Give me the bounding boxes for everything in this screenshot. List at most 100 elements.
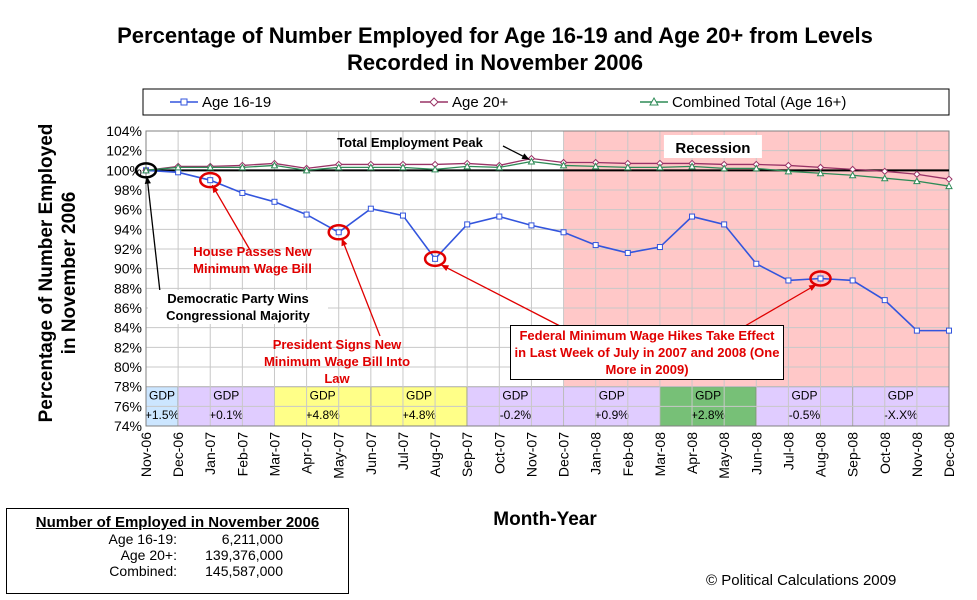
plot-border bbox=[145, 130, 950, 427]
employment-infobox: Number of Employed in November 2006 Age … bbox=[6, 508, 349, 594]
highlight-aug07 bbox=[423, 250, 447, 268]
data-point bbox=[239, 189, 246, 196]
data-point bbox=[399, 163, 407, 171]
x-tick-label: May-07 bbox=[331, 432, 347, 479]
gdp-band-label: GDP bbox=[599, 388, 625, 402]
data-point bbox=[303, 211, 310, 218]
data-point bbox=[174, 163, 182, 171]
data-point bbox=[656, 163, 664, 171]
infobox-row: Age 16-19: 6,211,000 bbox=[7, 531, 348, 547]
x-tick-label: Apr-08 bbox=[684, 432, 700, 474]
infobox-row: Age 20+: 139,376,000 bbox=[7, 547, 348, 563]
data-point bbox=[175, 169, 182, 176]
y-tick-label: 84% bbox=[114, 320, 142, 336]
x-tick-label: Sep-07 bbox=[459, 432, 475, 477]
x-tick-label: Oct-07 bbox=[491, 432, 507, 474]
y-tick-label: 96% bbox=[114, 202, 142, 218]
y-tick-label: 100% bbox=[106, 162, 142, 178]
highlight-nov06 bbox=[134, 162, 158, 179]
data-point bbox=[431, 165, 439, 173]
data-point bbox=[559, 161, 568, 169]
gdp-band-label: GDP bbox=[406, 388, 432, 402]
x-tick-label: Jun-07 bbox=[363, 432, 379, 475]
x-tick-label: Aug-08 bbox=[813, 432, 829, 477]
data-point bbox=[335, 229, 342, 236]
x-tick-label: Sep-08 bbox=[845, 432, 861, 477]
data-point bbox=[752, 164, 761, 172]
y-tick-label: 94% bbox=[114, 221, 142, 237]
data-point bbox=[817, 275, 824, 282]
y-tick-label: 80% bbox=[114, 359, 142, 375]
gdp-band-label: GDP bbox=[310, 388, 336, 402]
infobox-row: Combined: 145,587,000 bbox=[7, 563, 348, 579]
arrow-democratic-head bbox=[144, 176, 151, 185]
data-point bbox=[591, 162, 600, 170]
x-tick-label: Apr-07 bbox=[299, 432, 315, 474]
data-point bbox=[785, 277, 792, 284]
x-tick-label: Jan-07 bbox=[202, 432, 218, 475]
gdp-band-value: -X.X% bbox=[884, 408, 918, 422]
highlight-may07 bbox=[327, 224, 350, 241]
legend-entry: Age 16-19 bbox=[202, 94, 271, 111]
data-point bbox=[816, 169, 825, 177]
data-point bbox=[880, 174, 889, 182]
data-point bbox=[302, 166, 311, 174]
gdp-band-label: GDP bbox=[888, 388, 914, 402]
x-tick-label: Feb-08 bbox=[620, 432, 636, 477]
infobox-label: Age 20+: bbox=[120, 547, 177, 563]
annotation-peak: Total Employment Peak bbox=[337, 135, 483, 150]
data-point bbox=[334, 163, 343, 171]
data-point bbox=[238, 163, 247, 171]
x-tick-label: Mar-08 bbox=[652, 432, 668, 477]
x-tick-label: Nov-06 bbox=[138, 432, 154, 477]
y-tick-label: 90% bbox=[114, 261, 142, 277]
arrow-president-head bbox=[341, 238, 348, 247]
y-tick-label: 88% bbox=[114, 280, 142, 296]
data-point bbox=[142, 166, 150, 174]
data-point bbox=[946, 327, 952, 334]
gdp-band-value: +0.9% bbox=[595, 408, 630, 422]
legend bbox=[142, 88, 950, 116]
gdp-band-label: GDP bbox=[149, 388, 175, 402]
gdp-band-value: +4.8% bbox=[402, 408, 437, 422]
data-point bbox=[688, 162, 696, 170]
data-point bbox=[623, 163, 632, 171]
data-point bbox=[432, 255, 439, 262]
annotation-president: President Signs New Minimum Wage Bill In… bbox=[263, 337, 411, 386]
y-tick-label: 98% bbox=[114, 182, 142, 198]
data-point bbox=[913, 327, 920, 334]
data-point bbox=[366, 163, 375, 171]
gdp-band-value: +0.1% bbox=[209, 408, 244, 422]
arrow-democratic bbox=[146, 176, 161, 293]
x-tick-label: May-08 bbox=[716, 432, 732, 479]
x-tick-label: Nov-08 bbox=[909, 432, 925, 477]
x-tick-label: Nov-07 bbox=[523, 432, 539, 477]
data-point bbox=[399, 212, 406, 219]
annotation-democratic: Democratic Party Wins Congressional Majo… bbox=[148, 290, 328, 324]
data-point bbox=[495, 163, 504, 171]
highlight-aug08 bbox=[809, 270, 832, 287]
x-tick-label: Mar-07 bbox=[266, 432, 282, 477]
data-point bbox=[528, 222, 535, 229]
x-tick-label: Jul-07 bbox=[395, 432, 411, 470]
data-point bbox=[721, 221, 728, 228]
annotation-federal: Federal Minimum Wage Hikes Take Effect i… bbox=[510, 325, 784, 380]
gdp-band-label: GDP bbox=[695, 388, 721, 402]
gdp-band-value: +4.8% bbox=[305, 408, 340, 422]
data-point bbox=[784, 167, 793, 175]
infobox-label: Combined: bbox=[109, 563, 177, 579]
arrow-president bbox=[341, 238, 381, 337]
data-point bbox=[464, 221, 471, 228]
annotation-house: House Passes New Minimum Wage Bill bbox=[193, 244, 312, 276]
data-point bbox=[207, 177, 214, 184]
y-tick-label: 104% bbox=[106, 123, 142, 139]
x-tick-label: Feb-07 bbox=[234, 432, 250, 477]
infobox-title: Number of Employed in November 2006 bbox=[35, 514, 320, 531]
y-tick-label: 86% bbox=[114, 300, 142, 316]
infobox-value: 6,211,000 bbox=[221, 531, 283, 547]
x-tick-label: Jul-08 bbox=[780, 432, 796, 470]
gdp-band-value: -0.2% bbox=[500, 408, 532, 422]
series-line bbox=[145, 169, 949, 332]
series-line bbox=[145, 160, 950, 187]
